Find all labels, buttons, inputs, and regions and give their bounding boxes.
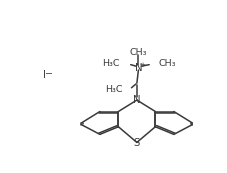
Text: S: S xyxy=(133,138,139,148)
Text: H₃C: H₃C xyxy=(104,85,122,94)
Text: N: N xyxy=(133,95,140,105)
Text: H₃C: H₃C xyxy=(102,59,119,68)
Text: −: − xyxy=(45,69,53,78)
Text: CH₃: CH₃ xyxy=(158,59,175,68)
Text: +: + xyxy=(139,62,145,68)
Text: N: N xyxy=(134,63,142,73)
Text: CH₃: CH₃ xyxy=(129,48,146,57)
Text: I: I xyxy=(43,70,46,80)
